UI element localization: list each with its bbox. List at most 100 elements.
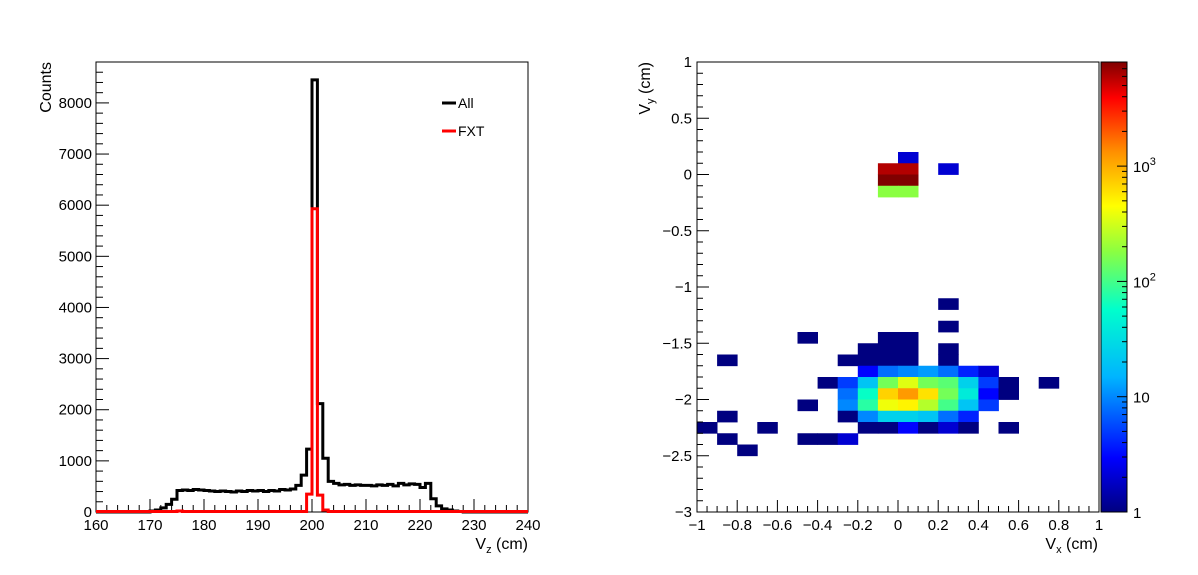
heatmap-cell [717,410,738,423]
x-tick-label: 240 [515,517,540,534]
x-tick-label: 1 [1095,517,1103,534]
heatmap-cell [857,377,879,389]
x-tick-label: 0 [894,517,902,534]
x-tick-label: 200 [299,517,324,534]
heatmap-cell [877,354,899,367]
x-tick-label: −0.2 [843,517,873,534]
heatmap-cell [857,365,879,378]
heatmap-cell [918,365,939,378]
heatmap-cell [898,343,919,355]
heatmap-cell [877,377,899,389]
heatmap-cell [898,163,919,175]
heatmap-cell [877,185,899,198]
heatmap-cell [898,185,919,198]
heatmap-cell [877,410,899,423]
heatmap-cell [898,377,919,389]
right-x-axis-title: Vx (cm) [1045,536,1098,556]
y-tick-label: −1.5 [662,335,692,352]
vxvy-heatmap-panel: −1 −0.8 −0.6 −0.4 −0.2 0 0.2 0.4 0.6 0.8 1 −3 −2.5 −2… [637,54,1156,556]
x-tick-label: 170 [137,517,162,534]
heatmap-cell [877,174,899,187]
heatmap-cell [938,377,959,389]
heatmap-cell [877,388,899,400]
y-tick-label: 5000 [59,248,92,265]
y-tick-label: −0.5 [662,223,692,240]
heatmap-cell [857,410,879,423]
x-tick-label: 160 [83,517,108,534]
heatmap-cell [857,422,879,434]
heatmap-cell [898,354,919,367]
colorbar-ticks: 1 10 102 103 [1117,61,1156,522]
heatmap-cell [918,410,939,423]
heatmap-cell [837,377,859,389]
y-tick-label: 2000 [59,402,92,419]
heatmap-cell [717,354,738,367]
y-tick-label: 0 [84,504,92,521]
x-tick-label: 0.2 [928,517,949,534]
heatmap-cell [998,377,1019,389]
y-tick-label: 8000 [59,95,92,112]
y-tick-label: 0.5 [671,110,692,127]
heatmap-cell [877,343,899,355]
heatmap-cell [857,388,879,400]
x-tick-label: −0.4 [803,517,833,534]
x-tick-label: −1 [688,517,705,534]
heatmap-cells [697,152,1060,457]
heatmap-cell [877,163,899,175]
x-tick-label: 0.6 [1008,517,1029,534]
heatmap-cell [837,388,859,400]
heatmap-cell [938,365,959,378]
heatmap-cell [817,377,839,389]
heatmap-cell [958,365,979,378]
heatmap-cell [898,174,919,187]
heatmap-cell [837,399,859,412]
heatmap-cell [898,410,919,423]
right-y-axis-title: Vy (cm) [637,62,657,115]
vz-histogram-panel: 160 170 180 190 200 210 220 230 240 0 1000 2000 3000… [38,61,541,556]
y-tick-label: 4000 [59,299,92,316]
heatmap-cell [877,399,899,412]
y-tick-label: −1 [675,279,692,296]
heatmap-cell [978,388,999,400]
heatmap-cell [938,388,959,400]
legend-all-label: All [458,95,474,111]
y-tick-label: 0 [684,167,692,184]
left-histogram-curves [96,78,528,514]
y-tick-label: 1 [684,54,692,71]
right-axis-ticks: −1 −0.8 −0.6 −0.4 −0.2 0 0.2 0.4 0.6 0.8 1 −3 −2.5 −2… [662,54,1103,534]
heatmap-cell [697,422,718,434]
y-tick-label: −3 [675,504,692,521]
left-x-axis-title: Vz (cm) [475,536,528,556]
heatmap-cell [857,354,879,367]
heatmap-cell [918,399,939,412]
heatmap-cell [938,399,959,412]
heatmap-cell [898,152,919,164]
heatmap-cell [918,422,939,434]
legend: All FXT [442,95,485,139]
heatmap-cell [958,410,979,423]
heatmap-cell [918,377,939,389]
heatmap-cell [877,422,899,434]
heatmap-cell [737,444,758,457]
x-tick-label: 180 [191,517,216,534]
heatmap-cell [717,433,738,445]
y-tick-label: −2.5 [662,448,692,465]
heatmap-cell [1038,377,1060,389]
y-tick-label: 6000 [59,197,92,214]
y-tick-label: 3000 [59,351,92,368]
heatmap-cell [877,365,899,378]
heatmap-cell [898,388,919,400]
heatmap-cell [898,422,919,434]
heatmap-cell [978,377,999,389]
heatmap-cell [877,332,899,344]
colorbar-tick-label: 10 [1133,390,1150,407]
x-tick-label: 0.8 [1048,517,1069,534]
heatmap-cell [817,433,839,445]
heatmap-cell [998,388,1019,400]
x-tick-label: −0.6 [763,517,793,534]
heatmap-cell [938,298,959,310]
heatmap-cell [938,422,959,434]
heatmap-cell [938,320,959,333]
heatmap-cell [757,422,778,434]
x-tick-label: 220 [407,517,432,534]
